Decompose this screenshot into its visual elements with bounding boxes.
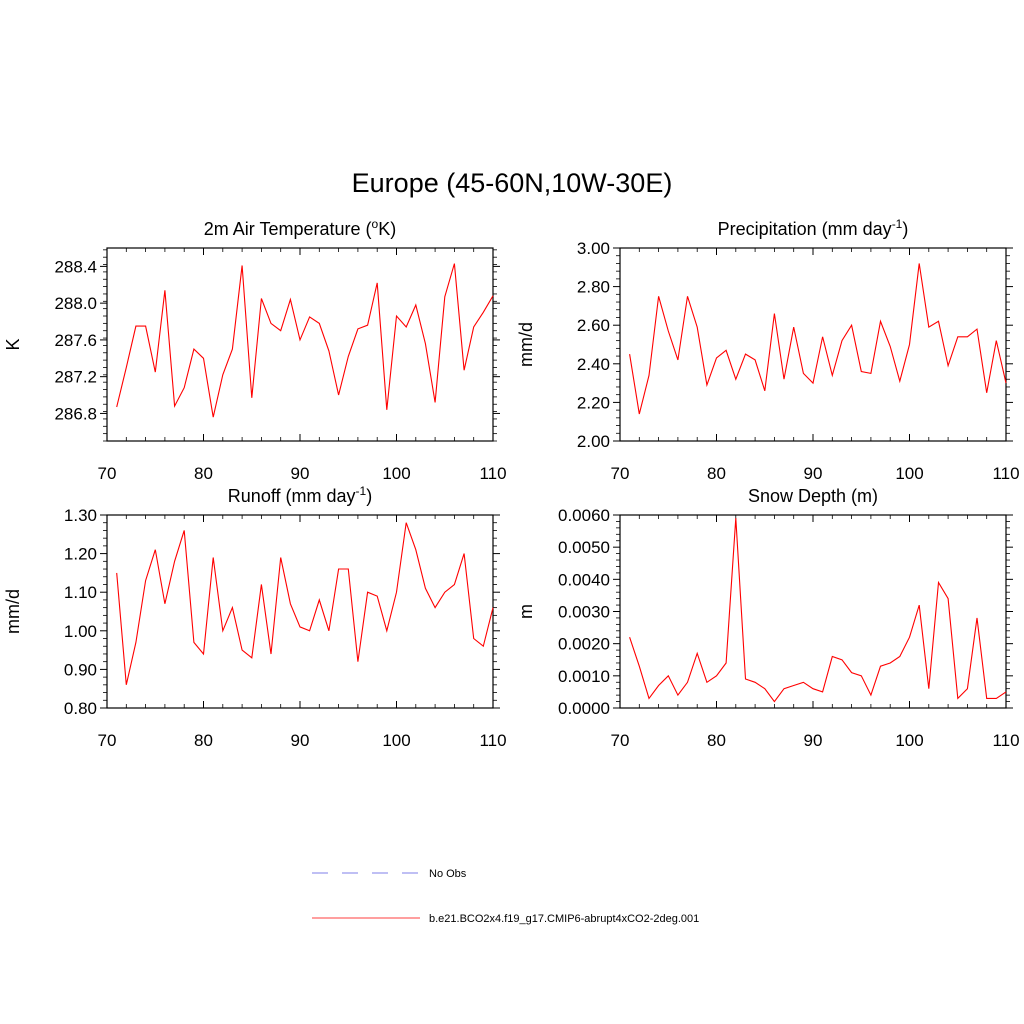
series-line: [116, 522, 494, 685]
x-tick-label: 70: [611, 731, 630, 750]
y-axis-label: K: [3, 338, 23, 350]
legend-label-2: b.e21.BCO2x4.f19_g17.CMIP6-abrupt4xCO2-2…: [429, 913, 699, 925]
y-tick-label: 2.60: [577, 316, 610, 335]
plot-frame: [106, 247, 494, 442]
x-tick-label: 110: [992, 731, 1019, 750]
x-tick-label: 70: [98, 731, 117, 750]
legend: No Obs b.e21.BCO2x4.f19_g17.CMIP6-abrupt4…: [312, 868, 699, 925]
x-tick-label: 100: [895, 731, 923, 750]
y-tick-label: 0.0060: [558, 506, 610, 525]
y-tick-label: 287.6: [54, 331, 97, 350]
x-tick-label: 90: [804, 731, 823, 750]
y-tick-label: 2.20: [577, 393, 610, 412]
y-tick-label: 1.20: [64, 545, 97, 564]
y-tick-label: 286.8: [54, 404, 97, 423]
y-tick-label: 1.10: [64, 583, 97, 602]
x-tick-label: 100: [895, 464, 923, 483]
x-tick-label: 80: [707, 464, 726, 483]
x-tick-label: 110: [479, 464, 506, 483]
y-tick-label: 0.0030: [558, 603, 610, 622]
panels: 2m Air Temperature (oK) K 70 80 90 100 110 286.…: [3, 217, 1020, 750]
series-line: [629, 263, 1007, 415]
x-tick-label: 80: [707, 731, 726, 750]
y-tick-label: 2.40: [577, 355, 610, 374]
chart-panel-3: Runoff (mm day-1) mm/d 70 80 90 100 110 0.80 0.9…: [3, 484, 507, 750]
y-tick-label: 287.2: [54, 368, 97, 387]
chart-panel-1: 2m Air Temperature (oK) K 70 80 90 100 110 286.…: [3, 217, 507, 483]
y-tick-label: 3.00: [577, 239, 610, 258]
y-axis-label: m: [516, 604, 536, 619]
y-tick-label: 0.80: [64, 699, 97, 718]
x-tick-label: 80: [194, 731, 213, 750]
x-tick-label: 90: [804, 464, 823, 483]
panel-title: Runoff (mm day-1): [228, 484, 372, 506]
y-axis-label: mm/d: [516, 322, 536, 367]
y-tick-label: 2.00: [577, 432, 610, 451]
x-tick-label: 70: [611, 464, 630, 483]
panel-title: Precipitation (mm day-1): [718, 217, 909, 239]
y-tick-label: 0.0000: [558, 699, 610, 718]
x-tick-label: 80: [194, 464, 213, 483]
x-tick-label: 110: [479, 731, 506, 750]
x-tick-label: 90: [291, 731, 310, 750]
series-line: [629, 518, 1007, 703]
plot-frame: [619, 514, 1007, 709]
figure-title: Europe (45-60N,10W-30E): [352, 168, 673, 198]
y-tick-label: 0.0020: [558, 635, 610, 654]
y-tick-label: 2.80: [577, 278, 610, 297]
legend-label-1: No Obs: [429, 868, 467, 880]
x-tick-label: 110: [992, 464, 1019, 483]
x-tick-label: 100: [382, 731, 410, 750]
y-tick-label: 1.00: [64, 622, 97, 641]
y-axis-label: mm/d: [3, 589, 23, 634]
y-tick-label: 288.0: [54, 294, 97, 313]
series-line: [116, 263, 494, 418]
panel-title: 2m Air Temperature (oK): [204, 217, 396, 239]
plot-frame: [106, 514, 494, 709]
plot-frame: [619, 247, 1007, 442]
y-tick-label: 288.4: [54, 257, 97, 276]
y-tick-label: 0.0050: [558, 538, 610, 557]
y-tick-label: 1.30: [64, 506, 97, 525]
x-tick-label: 100: [382, 464, 410, 483]
panel-title: Snow Depth (m): [748, 486, 878, 506]
y-tick-label: 0.0040: [558, 570, 610, 589]
chart-panel-4: Snow Depth (m) m 70 80 90 100 110 0.0000 0.0010 0…: [516, 486, 1020, 750]
x-tick-label: 70: [98, 464, 117, 483]
y-tick-label: 0.90: [64, 660, 97, 679]
x-tick-label: 90: [291, 464, 310, 483]
chart-panel-2: Precipitation (mm day-1) mm/d 70 80 90 100 110…: [516, 217, 1020, 483]
y-tick-label: 0.0010: [558, 667, 610, 686]
